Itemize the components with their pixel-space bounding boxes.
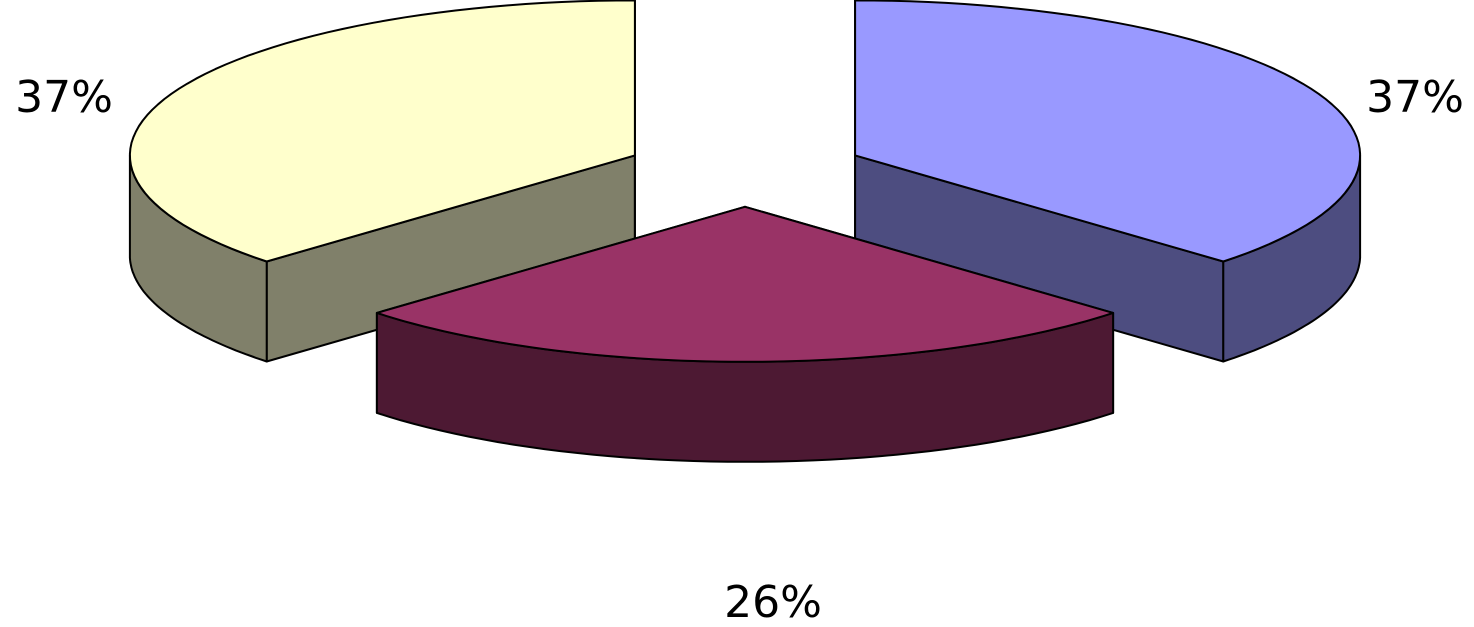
pie-data-labels: 37% 26% 37% [15, 72, 1464, 627]
slice-2-top [375, 205, 1115, 363]
slice-1-top [854, 0, 1362, 263]
data-label-slice-2: 26% [724, 577, 822, 627]
pie-slices [128, 0, 1362, 463]
data-label-slice-3: 37% [15, 72, 113, 123]
slice-3-top [128, 0, 636, 263]
data-label-slice-1: 37% [1366, 72, 1464, 123]
